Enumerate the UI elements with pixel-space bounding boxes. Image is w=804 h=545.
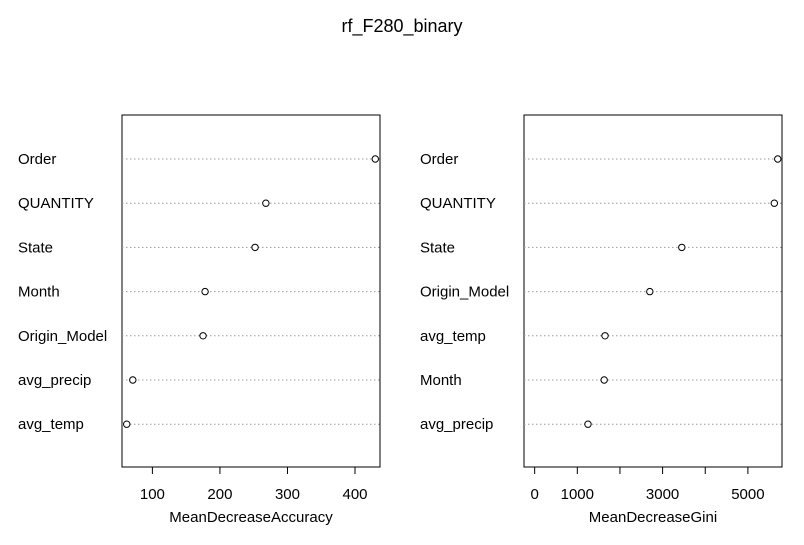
- x-tick-label: 100: [140, 486, 165, 503]
- row-label: Origin_Model: [420, 284, 509, 301]
- data-point: [584, 420, 592, 428]
- data-point: [199, 332, 207, 340]
- data-point: [129, 376, 137, 384]
- data-point: [770, 199, 779, 207]
- row-label: Month: [18, 284, 60, 301]
- data-point: [601, 332, 609, 340]
- data-point: [123, 420, 131, 428]
- chart-title: rf_F280_binary: [341, 16, 463, 36]
- x-tick-label: 400: [342, 486, 367, 503]
- x-tick-label: 5000: [731, 486, 764, 503]
- data-point: [774, 155, 782, 163]
- row-label: avg_precip: [18, 372, 91, 389]
- x-tick-label: 1000: [561, 486, 594, 503]
- data-point: [251, 243, 259, 252]
- row-label: QUANTITY: [18, 195, 94, 212]
- x-tick-label: 0: [530, 486, 538, 503]
- row-label: Order: [420, 151, 458, 168]
- plot-frame: [121, 114, 381, 468]
- row-label: State: [18, 239, 53, 256]
- x-tick-label: 300: [275, 486, 300, 503]
- row-label: avg_temp: [420, 328, 486, 345]
- data-point: [646, 287, 654, 296]
- row-label: avg_precip: [420, 416, 493, 433]
- panel-mean-decrease-gini: Order QUANTITY State Origin_Model avg_temp Mo…: [420, 114, 783, 526]
- row-label: State: [420, 239, 455, 256]
- row-label: avg_temp: [18, 416, 84, 433]
- row-label: Order: [18, 151, 56, 168]
- x-axis-title: MeanDecreaseGini: [589, 509, 717, 526]
- row-label: QUANTITY: [420, 195, 496, 212]
- row-label: Origin_Model: [18, 328, 107, 345]
- data-point: [201, 287, 209, 296]
- panel-mean-decrease-accuracy: Order QUANTITY State Month Origin_Model avg_p…: [18, 114, 381, 526]
- data-point: [600, 376, 608, 384]
- x-tick-label: 200: [207, 486, 232, 503]
- data-point: [678, 243, 686, 252]
- data-point: [371, 155, 379, 163]
- x-axis-title: MeanDecreaseAccuracy: [169, 509, 333, 526]
- data-point: [262, 199, 270, 207]
- x-tick-label: 3000: [646, 486, 679, 503]
- row-label: Month: [420, 372, 462, 389]
